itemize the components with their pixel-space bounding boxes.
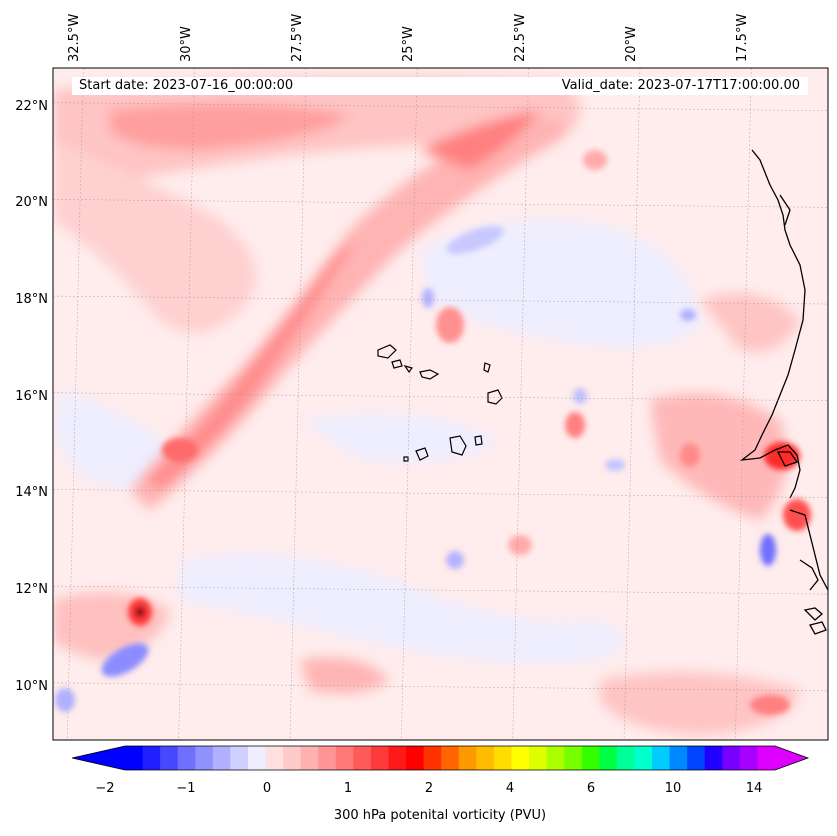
latitude-tick-label: 10°N — [15, 678, 48, 694]
latitude-tick-label: 16°N — [15, 388, 48, 404]
longitude-tick-label: 27.5°W — [289, 13, 305, 62]
colorbar-swatch — [423, 746, 442, 770]
colorbar-swatch — [142, 746, 161, 770]
colorbar-outline — [71, 745, 810, 771]
longitude-tick-label: 22.5°W — [512, 13, 528, 62]
latitude-tick-label: 22°N — [15, 98, 48, 114]
meridian-gridline — [178, 68, 195, 740]
colorbar-swatch — [669, 746, 688, 770]
meridian-gridline — [735, 68, 752, 740]
colorbar-swatch — [546, 746, 565, 770]
parallel-gridline — [53, 682, 828, 692]
colorbar-swatch — [529, 746, 548, 770]
colorbar-swatch — [511, 746, 530, 770]
longitude-tick-label: 32.5°W — [67, 13, 83, 62]
start-date-label: Start date: 2023-07-16_00:00:00 — [79, 78, 294, 93]
colorbar-tick-label: 4 — [505, 781, 515, 796]
colorbar-swatch — [177, 746, 196, 770]
coastline — [739, 149, 828, 635]
meridian-gridline — [623, 68, 641, 740]
colorbar-swatch — [335, 746, 354, 770]
colorbar-swatch — [370, 746, 390, 770]
pv-field — [53, 68, 828, 740]
colorbar — [71, 745, 810, 771]
colorbar-swatch — [616, 746, 635, 770]
islands — [377, 344, 503, 462]
meridian-gridline — [401, 68, 418, 740]
longitude-tick-label: 30°W — [178, 26, 194, 62]
latitude-tick-label: 12°N — [15, 582, 48, 598]
colorbar-swatch — [125, 746, 144, 770]
colorbar-swatch — [441, 746, 460, 770]
colorbar-swatch — [493, 746, 512, 770]
colorbar-swatch — [212, 746, 231, 770]
longitude-tick-label: 25°W — [401, 26, 417, 62]
colorbar-tick-label: 0 — [262, 781, 272, 796]
map-frame — [52, 67, 829, 741]
colorbar-tick-label: −1 — [176, 781, 196, 796]
longitude-tick-label: 20°W — [624, 26, 640, 62]
colorbar-swatch — [318, 746, 337, 770]
latitude-tick-label: 18°N — [15, 292, 48, 308]
colorbar-swatch — [581, 746, 600, 770]
colorbar-tick-label: 6 — [586, 781, 596, 796]
colorbar-swatch — [634, 746, 653, 770]
colorbar-swatch — [739, 746, 758, 770]
colorbar-swatch — [652, 746, 671, 770]
meridian-gridline — [289, 68, 307, 740]
date-info-bar — [72, 77, 808, 95]
meridian-gridline — [512, 68, 529, 740]
colorbar-swatch — [757, 746, 776, 770]
parallel-gridline — [53, 102, 828, 111]
colorbar-swatch — [283, 746, 302, 770]
latitude-tick-label: 14°N — [15, 485, 48, 501]
colorbar-min-extend — [72, 746, 125, 770]
colorbar-tick-label: 10 — [664, 781, 682, 796]
colorbar-swatch — [195, 746, 214, 770]
colorbar-swatch — [353, 746, 372, 770]
colorbar-swatch — [687, 746, 706, 770]
colorbar-tick-label: −2 — [95, 781, 115, 796]
colorbar-swatch — [476, 746, 495, 770]
colorbar-tick-label: 1 — [343, 781, 353, 796]
colorbar-swatch — [599, 746, 618, 770]
parallel-gridline — [53, 295, 828, 305]
gridlines — [53, 68, 828, 740]
colorbar-swatch — [160, 746, 179, 770]
colorbar-swatch — [300, 746, 319, 770]
colorbar-swatch — [564, 746, 583, 770]
colorbar-title: 300 hPa potenital vorticity (PVU) — [333, 808, 547, 823]
colorbar-swatch — [247, 746, 267, 770]
meridian-gridline — [66, 68, 84, 740]
latitude-tick-label: 20°N — [15, 195, 48, 211]
valid-date-label: Valid_date: 2023-07-17T17:00:00.00 — [561, 78, 800, 93]
colorbar-tick-label: 14 — [745, 781, 763, 796]
colorbar-swatch — [265, 746, 284, 770]
parallel-gridline — [53, 585, 828, 595]
colorbar-tick-label: 2 — [424, 781, 434, 796]
parallel-gridline — [53, 199, 828, 208]
colorbar-swatch — [230, 746, 249, 770]
longitude-tick-label: 17.5°W — [735, 13, 751, 62]
colorbar-swatch — [704, 746, 723, 770]
colorbar-swatch — [406, 746, 425, 770]
colorbar-swatch — [458, 746, 477, 770]
colorbar-swatch — [722, 746, 741, 770]
colorbar-max-extend — [775, 746, 808, 770]
parallel-gridline — [53, 392, 828, 402]
parallel-gridline — [53, 489, 828, 498]
colorbar-swatch — [388, 746, 407, 770]
